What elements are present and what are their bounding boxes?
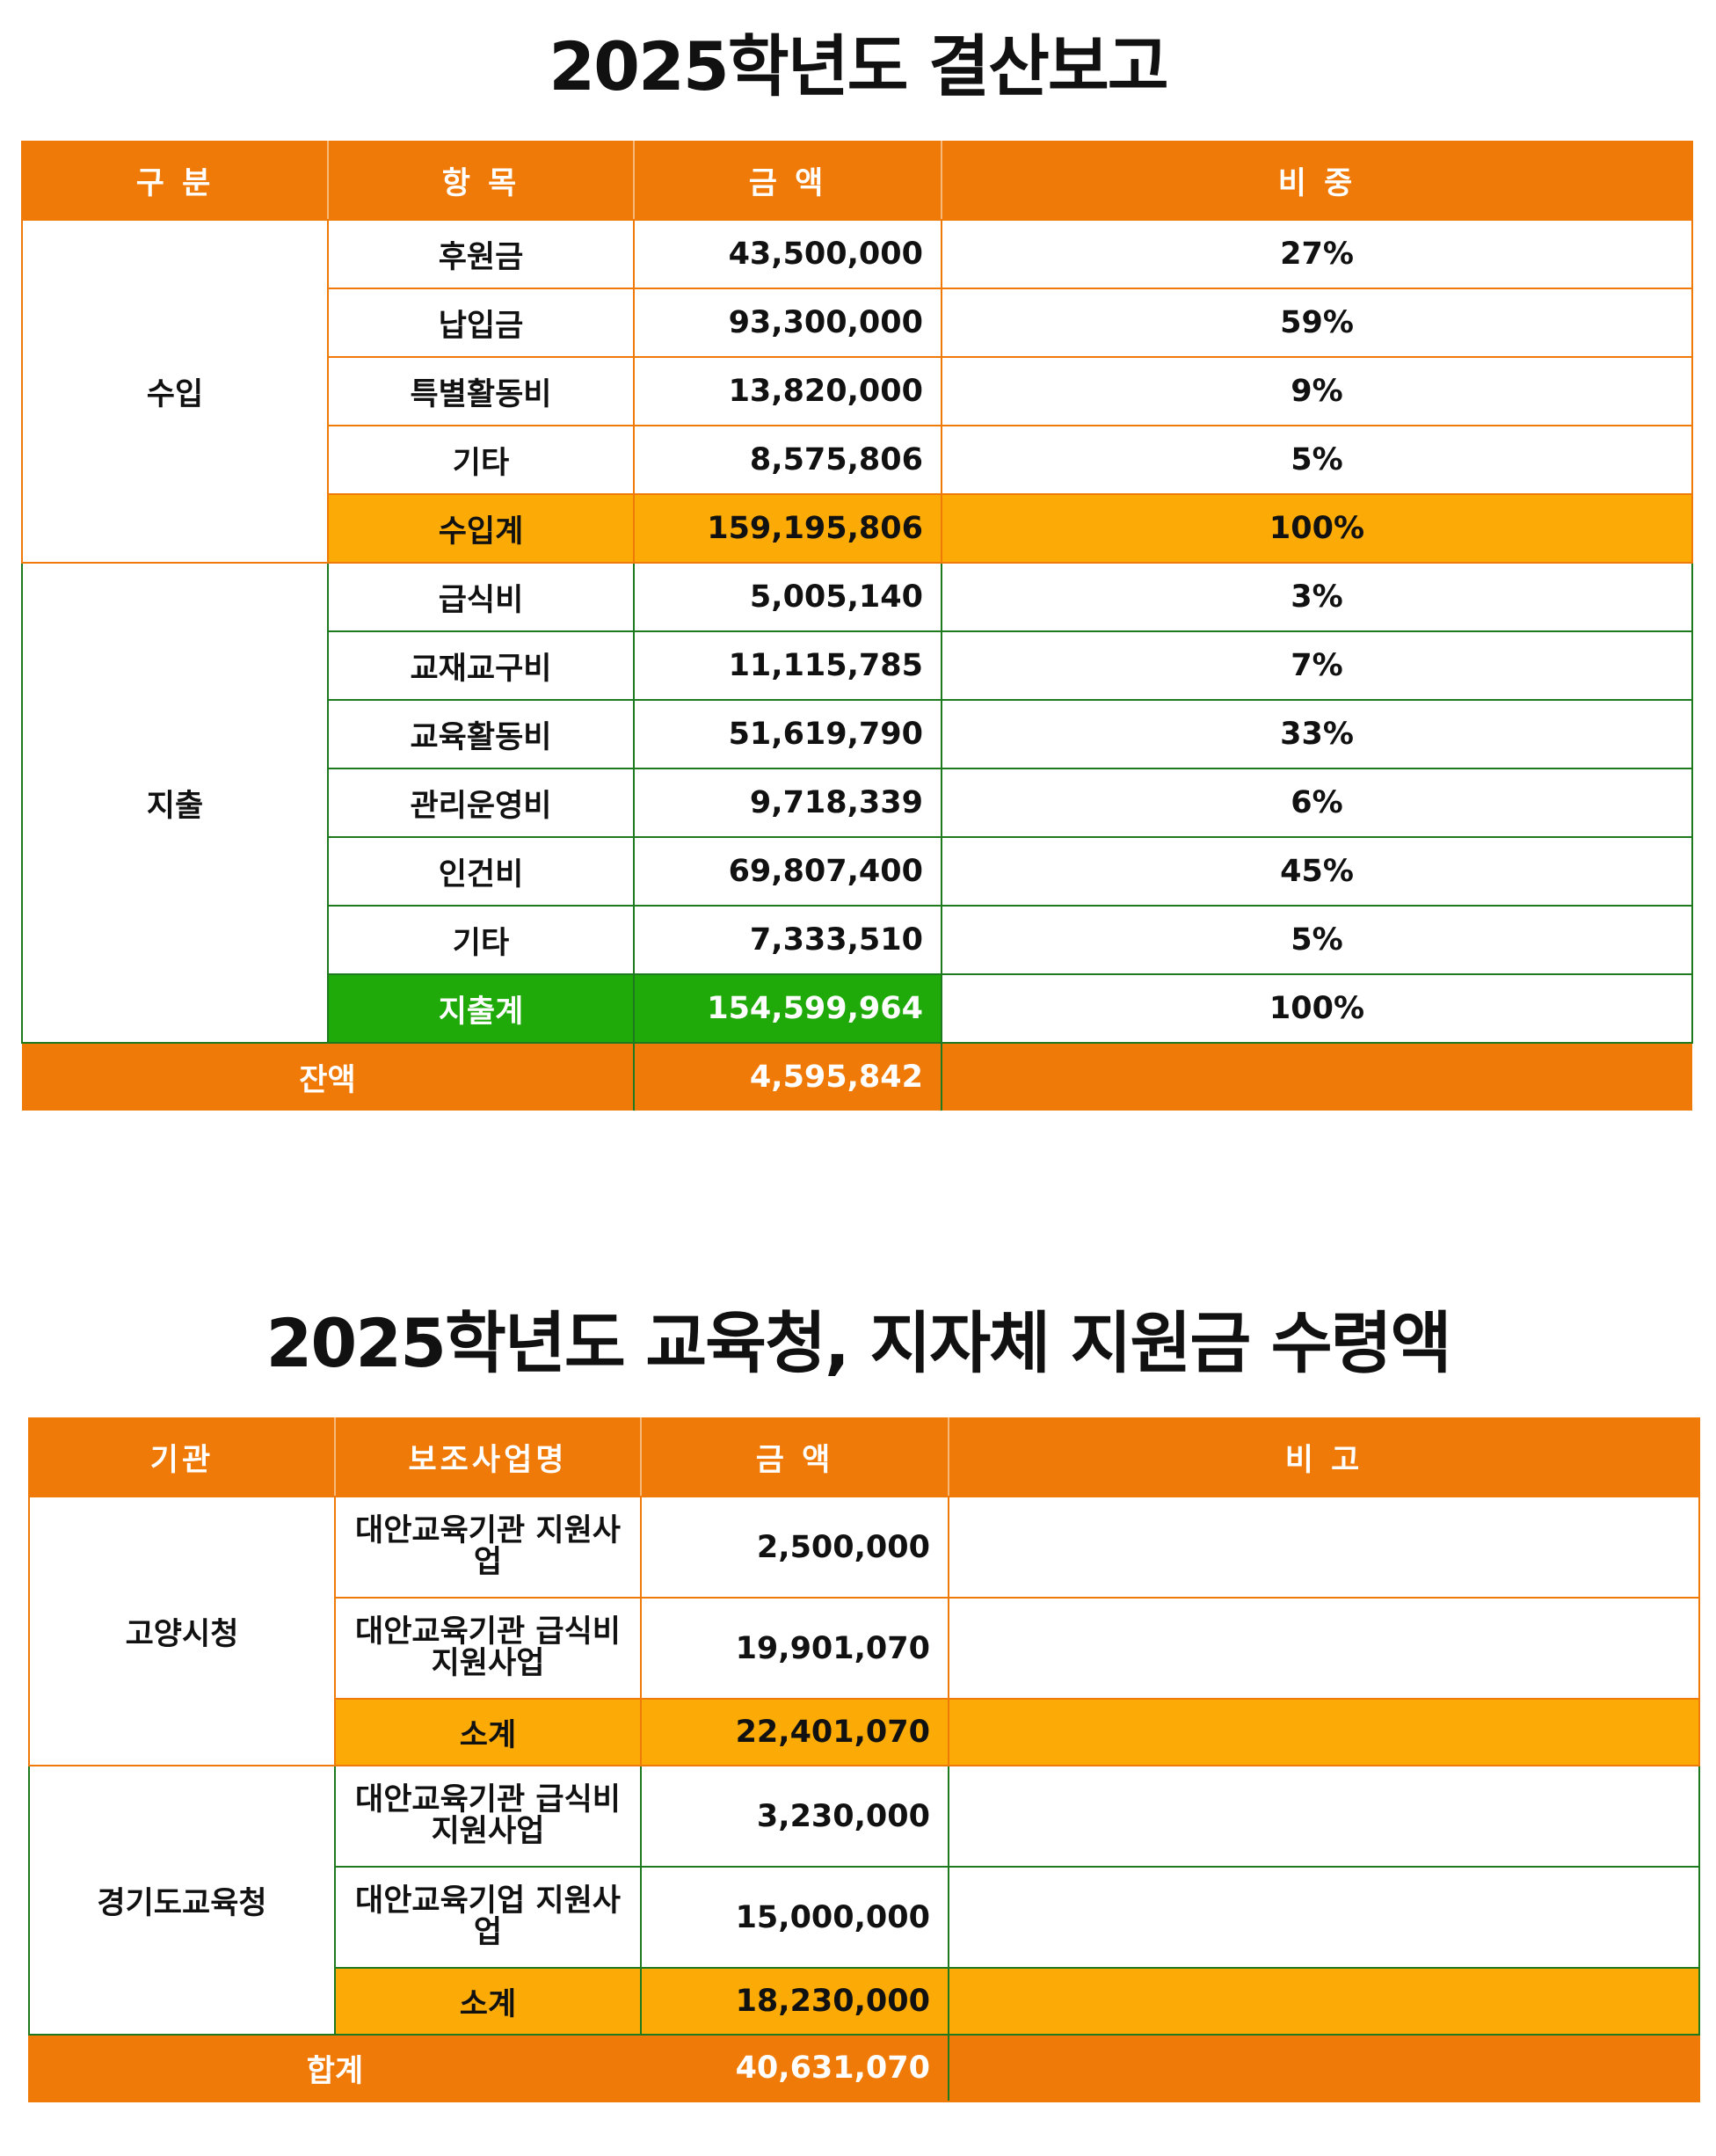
subsidy-title: 2025학년도 교육청, 지자체 지원금 수령액	[265, 1304, 1451, 1382]
header-item: 항 목	[327, 141, 635, 221]
item-share: 45%	[941, 836, 1693, 907]
subtotal-note	[948, 1967, 1700, 2036]
item-amount: 11,115,785	[633, 630, 942, 701]
project-note	[948, 1765, 1700, 1868]
table-row: 인건비 69,807,400 45%	[22, 836, 1693, 907]
table-row: 수입 후원금 43,500,000 27%	[21, 219, 1693, 564]
item-name: 기타	[327, 905, 635, 975]
item-share: 7%	[941, 630, 1693, 701]
project-amount: 2,500,000	[640, 1496, 949, 1599]
item-name: 납입금	[327, 288, 635, 358]
item-name: 특별활동비	[327, 356, 635, 426]
item-share: 9%	[941, 356, 1693, 426]
header-amount: 금 액	[640, 1417, 949, 1497]
agency-name: 고양시청	[28, 1496, 336, 1766]
expense-total-row: 지출계 154,599,964 100%	[22, 973, 1693, 1044]
header-amount: 금 액	[633, 141, 942, 221]
header-share: 비 중	[941, 141, 1693, 221]
header-agency: 기관	[28, 1417, 336, 1497]
subtotal-label: 소계	[334, 1967, 642, 2036]
report-title: 2025학년도 결산보고	[549, 27, 1168, 106]
item-amount: 13,820,000	[633, 356, 942, 426]
project-name: 대안교육기업 지원사업	[334, 1866, 642, 1969]
table-row: 납입금 93,300,000 59%	[22, 288, 1693, 358]
item-share: 33%	[941, 699, 1693, 769]
item-amount: 43,500,000	[633, 219, 942, 289]
grand-total-label: 합계	[28, 2034, 642, 2102]
table-row: 고양시청 대안교육기관 지원사업 2,500,000	[28, 1496, 1700, 1766]
project-note	[948, 1496, 1700, 1599]
balance-row: 잔액 4,595,842	[22, 1043, 1692, 1111]
item-name: 급식비	[327, 562, 635, 632]
settlement-table: 구 분 항 목 금 액 비 중 수입 후원금 43,500,000 27% 납입…	[21, 141, 1693, 1111]
item-share: 5%	[941, 425, 1693, 495]
item-share: 5%	[941, 905, 1693, 975]
item-name: 교재교구비	[327, 630, 635, 701]
agency-name: 경기도교육청	[28, 1765, 336, 2036]
header-project: 보조사업명	[334, 1417, 642, 1497]
balance-empty	[942, 1043, 1692, 1111]
header-category: 구 분	[21, 141, 329, 221]
table-header-row: 기관 보조사업명 금 액 비 고	[28, 1417, 1700, 1497]
project-amount: 15,000,000	[640, 1866, 949, 1969]
table-row: 교육활동비 51,619,790 33%	[22, 699, 1693, 769]
project-amount: 19,901,070	[640, 1597, 949, 1700]
item-share: 59%	[941, 288, 1693, 358]
income-total-label: 수입계	[327, 493, 635, 564]
project-amount: 3,230,000	[640, 1765, 949, 1868]
project-name: 대안교육기관 지원사업	[334, 1496, 642, 1599]
table-row: 지출 급식비 5,005,140 3%	[21, 562, 1693, 1044]
subtotal-note	[948, 1698, 1700, 1766]
subtotal-amount: 18,230,000	[640, 1967, 949, 2036]
subtotal-row: 소계 22,401,070	[29, 1698, 1700, 1766]
income-total-amount: 159,195,806	[633, 493, 942, 564]
project-note	[948, 1597, 1700, 1700]
table-row: 대안교육기업 지원사업 15,000,000	[29, 1866, 1700, 1969]
income-total-share: 100%	[941, 493, 1693, 564]
item-share: 6%	[941, 768, 1693, 838]
item-name: 교육활동비	[327, 699, 635, 769]
table-row: 기타 8,575,806 5%	[22, 425, 1693, 495]
item-name: 인건비	[327, 836, 635, 907]
header-note: 비 고	[948, 1417, 1700, 1497]
income-total-row: 수입계 159,195,806 100%	[22, 493, 1693, 564]
subtotal-amount: 22,401,070	[640, 1698, 949, 1766]
table-row: 기타 7,333,510 5%	[22, 905, 1693, 975]
subtotal-label: 소계	[334, 1698, 642, 1766]
item-name: 기타	[327, 425, 635, 495]
grand-total-note	[948, 2034, 1700, 2102]
project-note	[948, 1866, 1700, 1969]
table-row: 경기도교육청 대안교육기관 급식비 지원사업 3,230,000	[28, 1765, 1700, 2036]
item-amount: 69,807,400	[633, 836, 942, 907]
table-header-row: 구 분 항 목 금 액 비 중	[21, 141, 1693, 221]
item-amount: 7,333,510	[633, 905, 942, 975]
item-name: 관리운영비	[327, 768, 635, 838]
grand-total-amount: 40,631,070	[640, 2034, 949, 2102]
table-row: 특별활동비 13,820,000 9%	[22, 356, 1693, 426]
project-name: 대안교육기관 급식비 지원사업	[334, 1597, 642, 1700]
expense-total-label: 지출계	[327, 973, 635, 1044]
table-row: 교재교구비 11,115,785 7%	[22, 630, 1693, 701]
item-name: 후원금	[327, 219, 635, 289]
item-amount: 8,575,806	[633, 425, 942, 495]
project-name: 대안교육기관 급식비 지원사업	[334, 1765, 642, 1868]
balance-label: 잔액	[22, 1043, 634, 1111]
category-income: 수입	[21, 219, 329, 564]
expense-total-amount: 154,599,964	[633, 973, 942, 1044]
item-amount: 9,718,339	[633, 768, 942, 838]
item-amount: 93,300,000	[633, 288, 942, 358]
balance-amount: 4,595,842	[633, 1043, 942, 1111]
item-amount: 51,619,790	[633, 699, 942, 769]
table-row: 관리운영비 9,718,339 6%	[22, 768, 1693, 838]
category-expense: 지출	[21, 562, 329, 1044]
subtotal-row: 소계 18,230,000	[29, 1967, 1700, 2036]
subsidy-table: 기관 보조사업명 금 액 비 고 고양시청 대안교육기관 지원사업 2,500,…	[28, 1417, 1700, 2102]
item-amount: 5,005,140	[633, 562, 942, 632]
item-share: 27%	[941, 219, 1693, 289]
grand-total-row: 합계 40,631,070	[28, 2034, 1700, 2102]
item-share: 3%	[941, 562, 1693, 632]
table-row: 대안교육기관 급식비 지원사업 19,901,070	[29, 1597, 1700, 1700]
expense-total-share: 100%	[941, 973, 1693, 1044]
